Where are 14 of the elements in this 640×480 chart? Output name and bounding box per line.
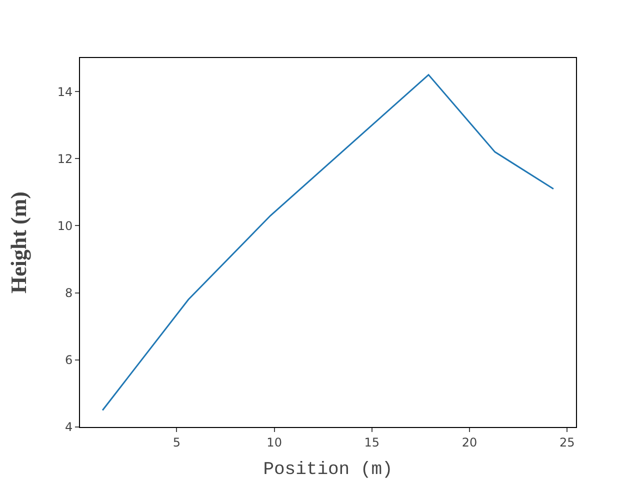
y-tick-label: 10 [57,218,73,233]
y-tick-label: 12 [57,152,73,166]
y-tick-label: 6 [64,353,73,368]
line-series [102,74,554,411]
x-tick-label: 5 [172,435,181,450]
x-tick-label: 15 [364,435,380,450]
y-tick-label: 4 [64,420,73,434]
y-axis-title: Height (m) [6,191,31,294]
x-tick-label: 25 [559,435,575,450]
y-tick-label: 8 [64,286,73,300]
x-tick-label: 10 [266,435,282,450]
x-tick-label: 20 [462,435,478,450]
x-axis-title: Position (m) [263,460,393,480]
y-tick-label: 14 [57,84,73,99]
